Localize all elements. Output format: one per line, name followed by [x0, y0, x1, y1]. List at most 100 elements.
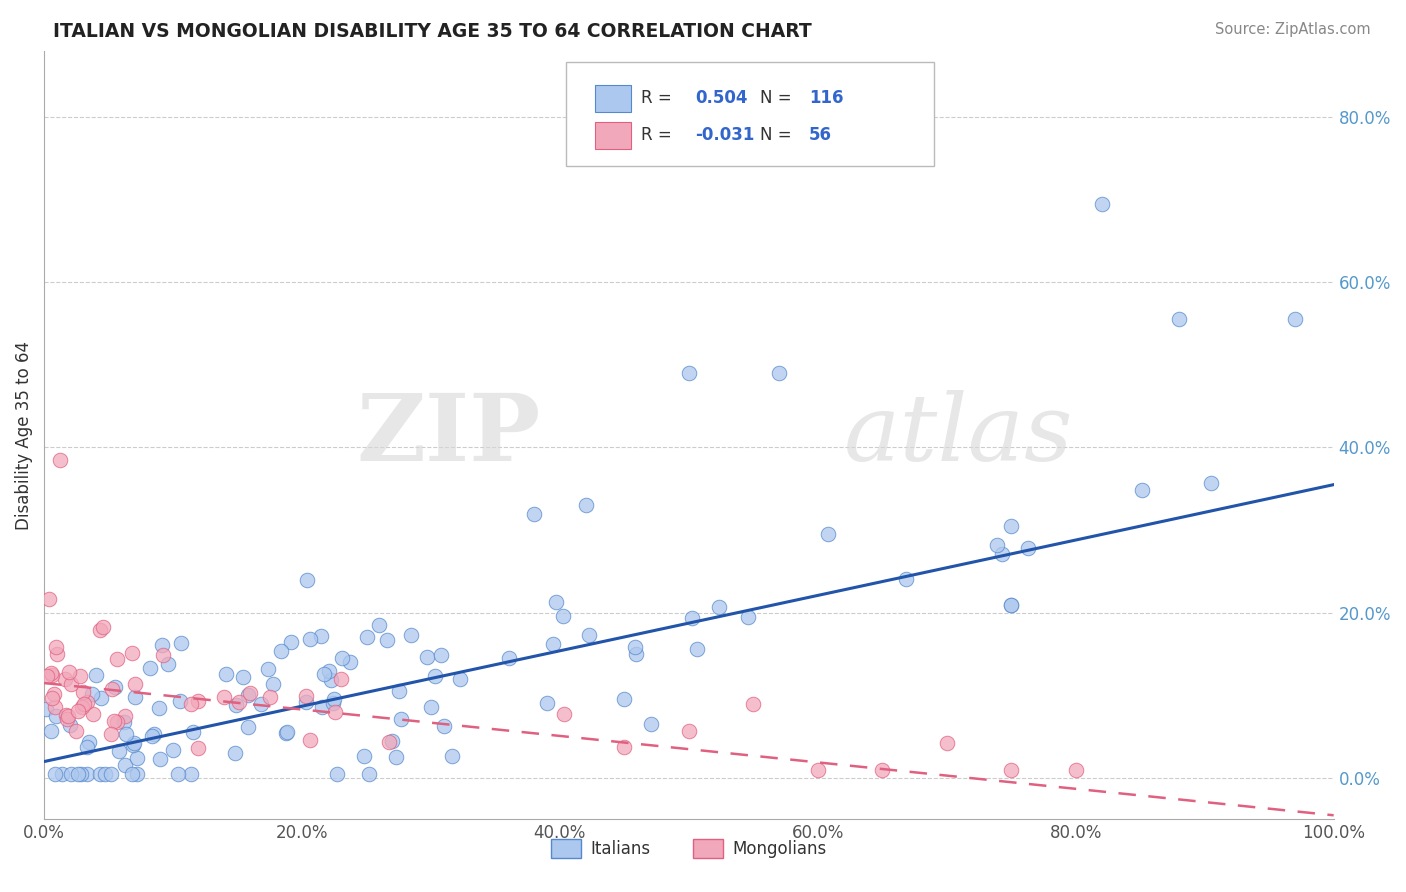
- Point: [180, 698, 202, 712]
- Point: [41, 668, 63, 682]
- Point: [38, 591, 60, 606]
- Point: [55, 708, 77, 723]
- Point: [152, 648, 174, 663]
- Point: [678, 366, 700, 380]
- Point: [321, 673, 343, 688]
- Point: [59, 677, 82, 691]
- Point: [1167, 312, 1189, 326]
- Point: [187, 694, 209, 708]
- Text: 0.504: 0.504: [696, 89, 748, 107]
- Point: [232, 670, 254, 684]
- Point: [330, 651, 353, 665]
- Point: [1017, 541, 1039, 556]
- Point: [225, 698, 247, 712]
- Point: [94, 767, 117, 781]
- Point: [375, 632, 398, 647]
- Point: [295, 695, 318, 709]
- Point: [807, 763, 830, 777]
- Point: [314, 667, 336, 681]
- Text: 116: 116: [808, 89, 844, 107]
- Text: atlas: atlas: [844, 390, 1073, 480]
- Point: [125, 750, 148, 764]
- Point: [276, 724, 298, 739]
- Point: [215, 666, 238, 681]
- Point: [817, 526, 839, 541]
- Point: [1090, 196, 1112, 211]
- Point: [103, 714, 125, 729]
- Point: [295, 689, 318, 703]
- Point: [181, 725, 204, 739]
- Point: [280, 634, 302, 648]
- Point: [544, 595, 567, 609]
- Point: [385, 749, 408, 764]
- Point: [299, 733, 322, 747]
- Point: [575, 498, 598, 512]
- Point: [236, 688, 259, 702]
- Point: [150, 638, 173, 652]
- Point: [103, 680, 125, 694]
- Point: [79, 734, 101, 748]
- Point: [143, 727, 166, 741]
- Point: [378, 735, 401, 749]
- Point: [1000, 598, 1022, 612]
- Text: R =: R =: [641, 89, 678, 107]
- Point: [121, 738, 143, 752]
- Point: [613, 740, 636, 755]
- Point: [69, 668, 91, 682]
- Point: [536, 697, 558, 711]
- Point: [80, 688, 103, 702]
- Point: [48, 453, 70, 467]
- Point: [624, 640, 647, 655]
- Point: [170, 636, 193, 650]
- Point: [45, 640, 67, 654]
- Bar: [595, 86, 631, 112]
- Point: [239, 686, 262, 700]
- Y-axis label: Disability Age 35 to 64: Disability Age 35 to 64: [15, 341, 32, 530]
- Point: [53, 672, 76, 686]
- Point: [124, 690, 146, 705]
- Point: [449, 672, 471, 686]
- Point: [399, 628, 422, 642]
- Point: [180, 767, 202, 781]
- Text: Source: ZipAtlas.com: Source: ZipAtlas.com: [1215, 22, 1371, 37]
- Point: [541, 637, 564, 651]
- Point: [148, 701, 170, 715]
- Point: [270, 643, 292, 657]
- Point: [73, 697, 96, 711]
- Point: [250, 697, 273, 711]
- Text: N =: N =: [759, 127, 797, 145]
- Point: [187, 741, 209, 756]
- Point: [76, 739, 98, 754]
- Point: [91, 620, 114, 634]
- Point: [420, 699, 443, 714]
- Point: [70, 699, 93, 714]
- Point: [100, 682, 122, 697]
- Point: [105, 714, 128, 729]
- Point: [322, 692, 344, 706]
- Point: [89, 767, 111, 781]
- Point: [107, 744, 129, 758]
- Text: ITALIAN VS MONGOLIAN DISABILITY AGE 35 TO 64 CORRELATION CHART: ITALIAN VS MONGOLIAN DISABILITY AGE 35 T…: [53, 22, 813, 41]
- Point: [329, 673, 352, 687]
- Point: [339, 656, 361, 670]
- Point: [368, 618, 391, 632]
- Point: [433, 719, 456, 733]
- Point: [100, 727, 122, 741]
- Point: [228, 695, 250, 709]
- Point: [986, 539, 1008, 553]
- Point: [357, 767, 380, 781]
- Point: [737, 610, 759, 624]
- Point: [323, 705, 346, 719]
- Point: [1064, 763, 1087, 777]
- Point: [991, 547, 1014, 561]
- Point: [76, 695, 98, 709]
- Point: [1284, 312, 1306, 326]
- Point: [1000, 598, 1022, 612]
- Legend: Italians, Mongolians: Italians, Mongolians: [544, 832, 834, 865]
- Point: [90, 691, 112, 706]
- Point: [624, 647, 647, 661]
- Point: [46, 647, 69, 661]
- Point: [613, 692, 636, 706]
- Point: [387, 684, 409, 698]
- Point: [127, 767, 149, 781]
